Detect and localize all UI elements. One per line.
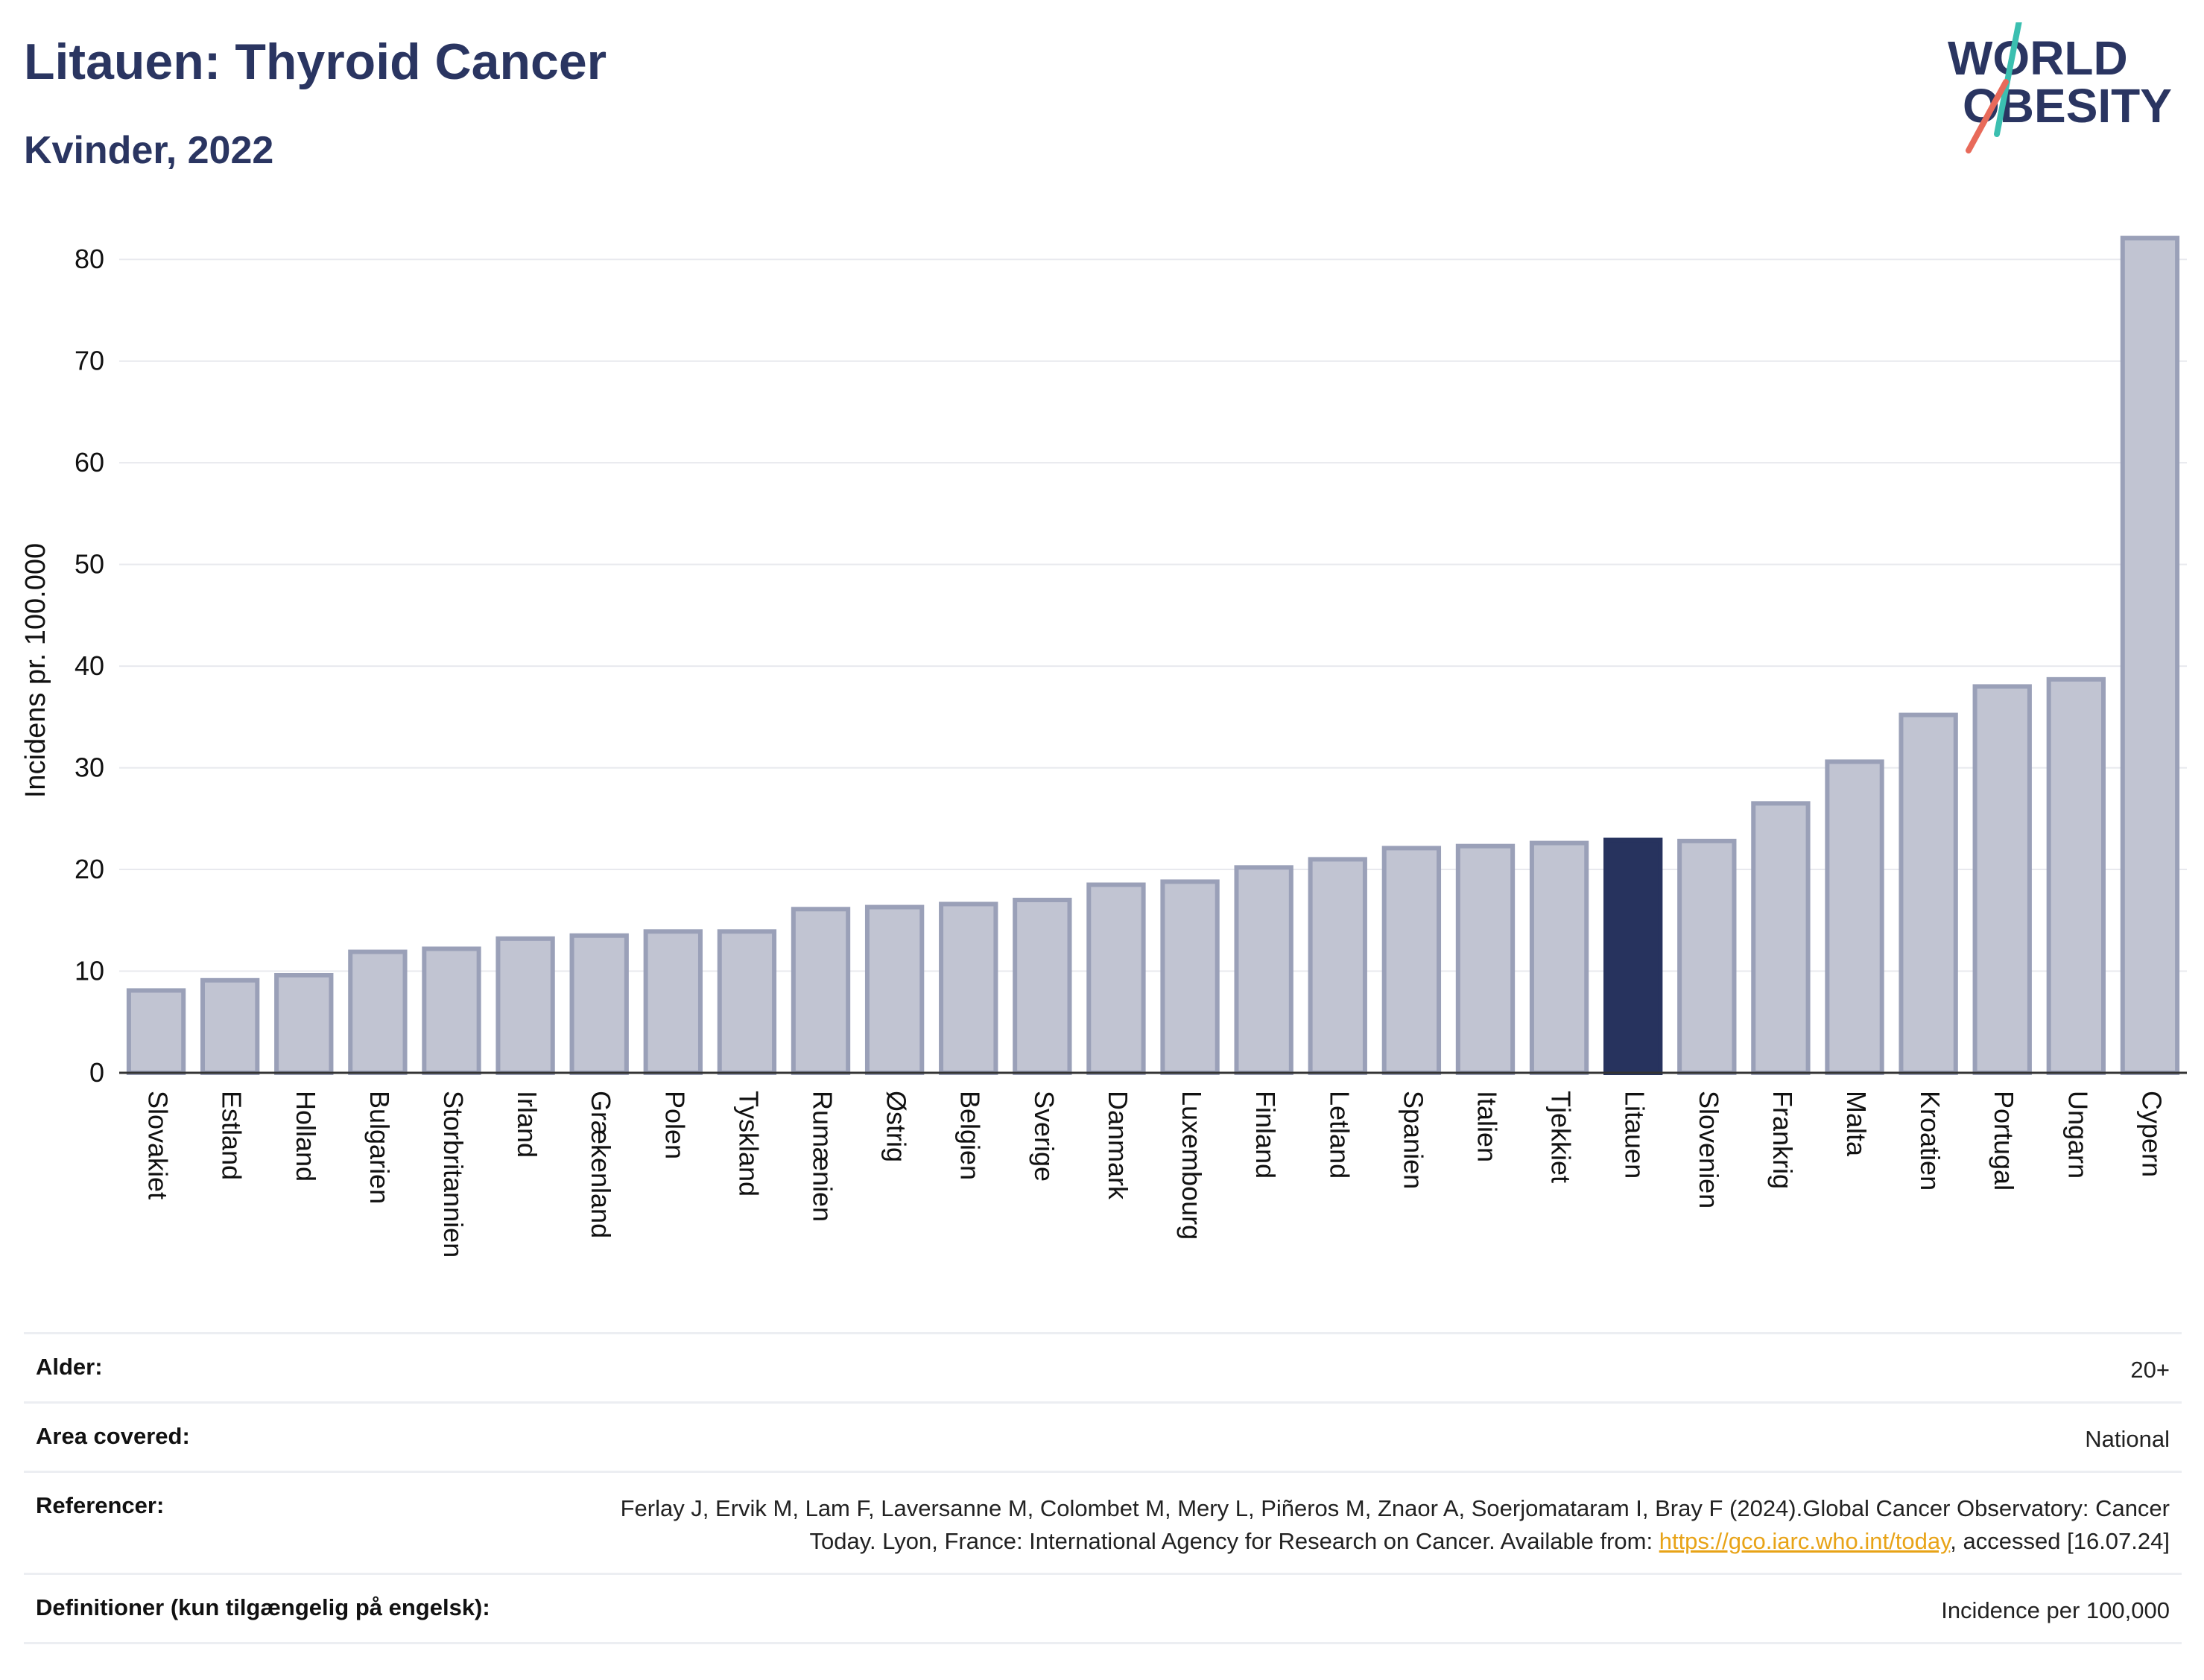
x-tick-label: Rumænien — [808, 1091, 838, 1222]
references-text: Ferlay J, Ervik M, Lam F, Laversanne M, … — [620, 1495, 2170, 1555]
x-tick-label: Bulgarien — [364, 1091, 395, 1204]
x-tick-label: Malta — [1841, 1091, 1872, 1157]
bar-portugal — [1972, 684, 2032, 1075]
bar-chart: 0 10 20 30 40 50 60 70 80 Incidens pr. 100.000 S… — [20, 235, 2187, 1258]
bar-litauen — [1603, 837, 1663, 1075]
x-tick-label: Polen — [659, 1091, 690, 1159]
chart-subtitle: Kvinder, 2022 — [24, 129, 274, 172]
area-label: Area covered: — [36, 1423, 190, 1450]
x-tick-label: Ungarn — [2062, 1091, 2093, 1179]
bar-cypern — [2120, 235, 2180, 1076]
x-tick-label: Frankrig — [1767, 1091, 1798, 1189]
x-tick-label: Storbritannien — [438, 1091, 469, 1258]
bar-østrig — [864, 904, 925, 1075]
bar-italien — [1455, 843, 1516, 1075]
bar-estland — [200, 977, 260, 1075]
x-tick-label: Cypern — [2136, 1091, 2167, 1177]
x-tick-label: Danmark — [1103, 1091, 1133, 1200]
x-tick-label: Litauen — [1620, 1091, 1650, 1179]
logo-line1: WORLD — [1948, 31, 2128, 85]
references-value: Ferlay J, Ervik M, Lam F, Laversanne M, … — [605, 1492, 2170, 1558]
bar-sverige — [1013, 898, 1072, 1075]
bar-irland — [495, 936, 555, 1075]
meta-row-references: Referencer: Ferlay J, Ervik M, Lam F, La… — [24, 1471, 2182, 1573]
bar-letland — [1308, 857, 1367, 1075]
x-tick-label: Finland — [1250, 1091, 1281, 1179]
x-tick-label: Kroatien — [1915, 1091, 1945, 1191]
x-tick-label: Luxembourg — [1177, 1091, 1207, 1240]
logo-slash-coral — [1966, 79, 2009, 153]
y-tick-label: 0 — [89, 1057, 104, 1088]
world-obesity-logo: WORLD OBESITY — [1948, 22, 2172, 153]
x-tick-label: Spanien — [1398, 1091, 1428, 1189]
x-tick-label: Tyskland — [733, 1091, 764, 1196]
bar-tyskland — [717, 929, 777, 1076]
bar-storbritannien — [422, 946, 481, 1075]
bar-kroatien — [1899, 712, 1958, 1075]
x-tick-label: Portugal — [1989, 1091, 2019, 1191]
bar-grækenland — [569, 933, 629, 1075]
x-tick-label: Holland — [291, 1091, 321, 1182]
age-value: 20+ — [2130, 1357, 2170, 1383]
logo-slash-teal — [1994, 22, 2022, 137]
bar-malta — [1825, 759, 1884, 1076]
definitions-label: Definitioner (kun tilgængelig på engelsk… — [36, 1594, 490, 1621]
y-tick-labels: 0 10 20 30 40 50 60 70 80 — [75, 244, 104, 1088]
age-label: Alder: — [36, 1354, 103, 1380]
x-tick-label: Italien — [1472, 1091, 1502, 1162]
y-tick-label: 60 — [75, 447, 104, 478]
bar-frankrig — [1751, 801, 1811, 1076]
y-tick-label: 80 — [75, 244, 104, 274]
bars — [126, 235, 2180, 1076]
bar-spanien — [1381, 846, 1442, 1076]
area-value: National — [2085, 1426, 2170, 1453]
references-link[interactable]: https://gco.iarc.who.int/today — [1659, 1528, 1951, 1555]
x-tick-label: Sverige — [1029, 1091, 1060, 1182]
x-tick-label: Belgien — [955, 1091, 986, 1180]
y-axis-label: Incidens pr. 100.000 — [20, 543, 51, 798]
x-tick-label: Slovakiet — [143, 1091, 174, 1199]
bar-danmark — [1086, 882, 1146, 1075]
x-tick-label: Irland — [512, 1091, 542, 1158]
metadata-table: Alder: 20+ Area covered: National Refere… — [24, 1332, 2182, 1645]
y-tick-label: 70 — [75, 346, 104, 376]
chart-title: Litauen: Thyroid Cancer — [24, 34, 607, 90]
meta-row-area: Area covered: National — [24, 1401, 2182, 1471]
y-tick-label: 20 — [75, 854, 104, 884]
bar-luxembourg — [1160, 879, 1220, 1075]
references-label: Referencer: — [36, 1492, 165, 1519]
x-tick-label: Estland — [217, 1091, 247, 1180]
bar-slovakiet — [126, 988, 186, 1076]
bar-finland — [1234, 865, 1293, 1075]
y-tick-label: 30 — [75, 752, 104, 783]
bar-bulgarien — [348, 949, 408, 1075]
meta-row-age: Alder: 20+ — [24, 1332, 2182, 1401]
bar-slovenien — [1677, 838, 1737, 1075]
x-tick-label: Letland — [1324, 1091, 1355, 1179]
bar-tjekkiet — [1529, 840, 1589, 1075]
x-tick-label: Grækenland — [586, 1091, 616, 1238]
y-tick-label: 50 — [75, 549, 104, 580]
x-tick-label: Tjekkiet — [1546, 1091, 1577, 1183]
x-tick-label: Slovenien — [1694, 1091, 1724, 1208]
x-tick-labels: Slovakiet Estland Holland Bulgarien Storbrit… — [143, 1091, 2167, 1258]
definitions-value: Incidence per 100,000 — [1941, 1597, 2170, 1624]
y-tick-label: 40 — [75, 650, 104, 681]
x-tick-label: Østrig — [881, 1091, 912, 1162]
references-accessed: , accessed [16.07.24] — [1950, 1528, 2170, 1555]
bar-ungarn — [2046, 676, 2106, 1075]
meta-row-definitions: Definitioner (kun tilgængelig på engelsk… — [24, 1573, 2182, 1645]
bar-polen — [643, 929, 703, 1076]
y-tick-label: 10 — [75, 956, 104, 986]
bar-rumænien — [791, 907, 851, 1075]
bar-belgien — [939, 901, 998, 1075]
bar-holland — [274, 972, 334, 1076]
